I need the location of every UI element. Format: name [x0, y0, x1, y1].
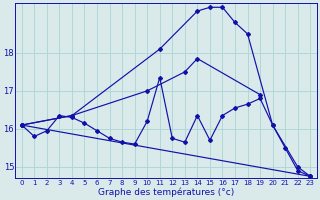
X-axis label: Graphe des températures (°c): Graphe des températures (°c) — [98, 187, 234, 197]
